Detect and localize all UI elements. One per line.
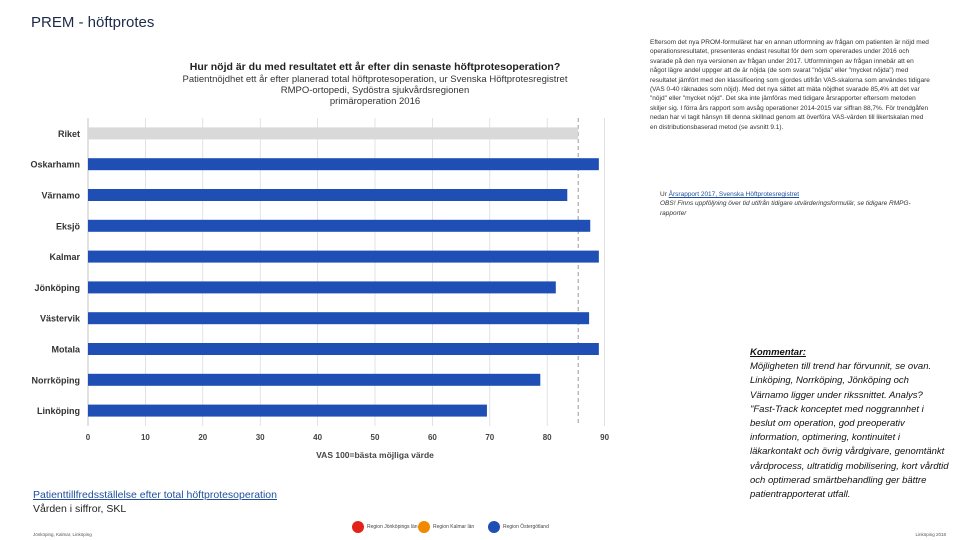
logo-jonkoping-icon — [352, 521, 364, 533]
bar — [88, 250, 599, 263]
x-tick-label: 0 — [86, 433, 91, 442]
category-label: Norrköping — [32, 375, 81, 385]
explanation-text: Eftersom det nya PROM-formuläret har en … — [650, 39, 930, 131]
bar — [88, 343, 599, 355]
category-label: Kalmar — [49, 252, 80, 262]
x-tick-label: 90 — [600, 433, 609, 442]
x-tick-label: 60 — [428, 433, 437, 442]
bottom-link[interactable]: Patienttillfredsställelse efter total hö… — [33, 489, 277, 501]
x-tick-label: 20 — [198, 433, 207, 442]
source-prefix: Ur — [660, 191, 667, 198]
category-label: Oskarhamn — [30, 160, 80, 170]
page-title: PREM - höftprotes — [31, 14, 155, 31]
bar — [88, 312, 590, 325]
x-tick-label: 10 — [141, 433, 150, 442]
comment-heading: Kommentar: — [750, 347, 806, 358]
footer-left: Jönköping, Kalmar, Linköping — [33, 532, 92, 537]
footer-right: Linköping 2018 — [915, 532, 946, 537]
bar — [88, 127, 579, 140]
chart-title: Hur nöjd är du med resultatet ett år eft… — [190, 61, 560, 73]
category-label: Jönköping — [35, 283, 81, 293]
category-label: Linköping — [37, 406, 80, 416]
category-label: Riket — [58, 129, 80, 139]
chart-subtitle: primäroperation 2016 — [330, 96, 420, 107]
x-axis-label: VAS 100=bästa möjliga värde — [316, 450, 434, 460]
chart-subtitle: Patientnöjdhet ett år efter planerad tot… — [183, 74, 568, 85]
bar — [88, 373, 541, 386]
source-block: Ur Årsrapport 2017, Svenska Höftprotesre… — [660, 190, 930, 218]
logo-kalmar: Region Kalmar län — [418, 519, 474, 535]
logo-jonkoping-label: Region Jönköpings län — [367, 524, 418, 530]
bar — [88, 158, 599, 171]
logo-jonkoping: Region Jönköpings län — [352, 519, 418, 535]
source-note: OBS! Finns uppföljning över tid utifrån … — [660, 200, 911, 217]
x-tick-label: 40 — [313, 433, 322, 442]
logo-ostergotland-icon — [488, 521, 500, 533]
bar — [88, 189, 568, 201]
source-link[interactable]: Årsrapport 2017, Svenska Höftprotesregis… — [668, 191, 800, 198]
chart-subtitle: RMPO-ortopedi, Sydöstra sjukvårdsregione… — [281, 85, 470, 96]
x-tick-label: 30 — [256, 433, 265, 442]
comment-body: Möjligheten till trend har förvunnit, se… — [750, 361, 949, 501]
comment-box: Kommentar: Möjligheten till trend har fö… — [750, 346, 950, 502]
x-tick-label: 50 — [371, 433, 380, 442]
category-label: Eksjö — [56, 221, 81, 231]
logo-ostergotland: Region Östergötland — [488, 519, 549, 535]
bottom-subtitle: Vården i siffror, SKL — [33, 503, 127, 515]
bar-chart: Hur nöjd är du med resultatet ett år eft… — [30, 61, 609, 460]
logo-kalmar-icon — [418, 521, 430, 533]
category-label: Västervik — [40, 314, 81, 324]
bar — [88, 281, 556, 294]
category-label: Värnamo — [41, 191, 80, 201]
x-tick-label: 70 — [485, 433, 494, 442]
category-label: Motala — [51, 345, 80, 355]
x-tick-label: 80 — [543, 433, 552, 442]
bar — [88, 219, 591, 232]
logo-kalmar-label: Region Kalmar län — [433, 524, 475, 530]
bar — [88, 404, 487, 417]
logo-ostergotland-label: Region Östergötland — [503, 524, 549, 530]
